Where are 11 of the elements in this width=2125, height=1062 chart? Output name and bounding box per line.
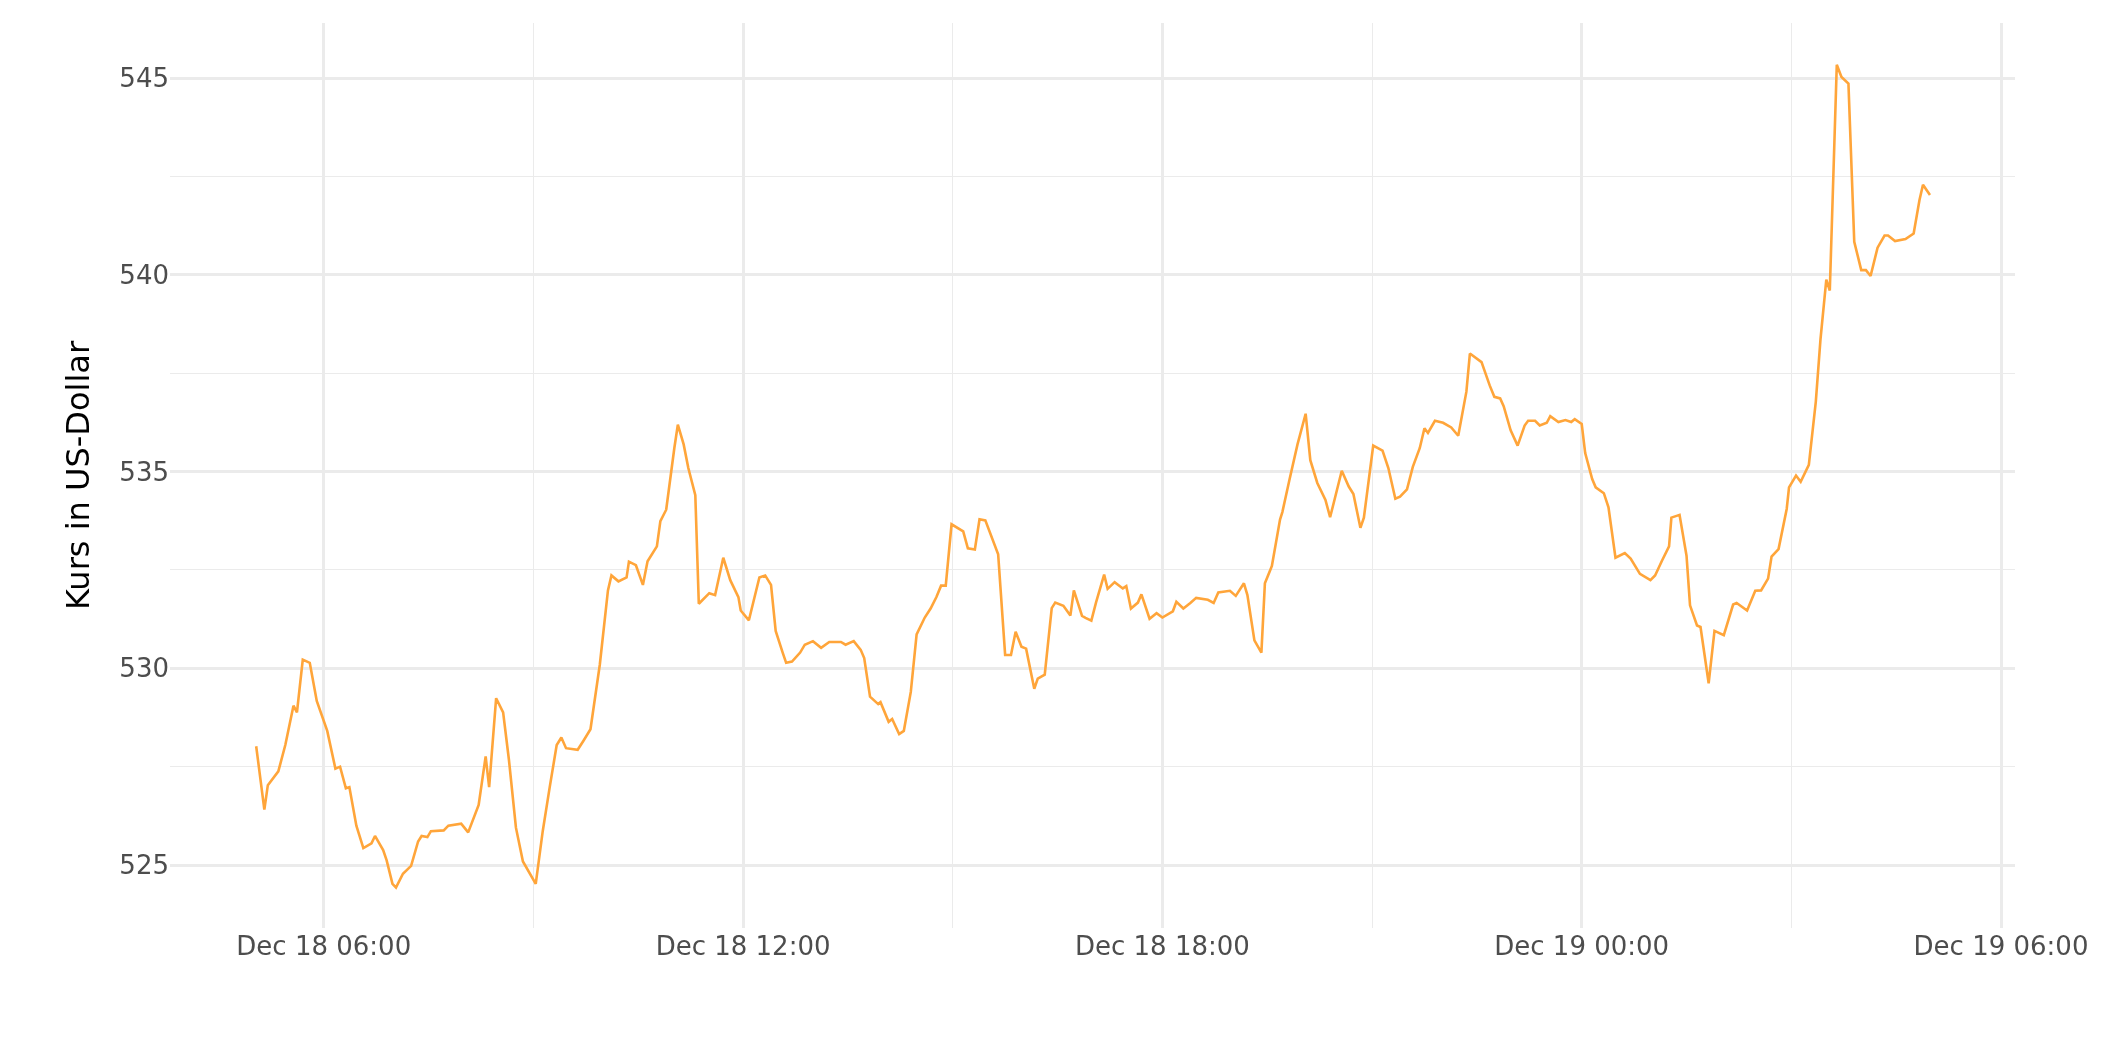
x-tick-label: Dec 19 00:00 [1494,931,1670,961]
y-tick-label: 535 [119,456,169,487]
y-tick-label: 540 [119,259,169,290]
y-tick-label: 525 [119,850,169,881]
y-tick-label: 545 [119,63,169,94]
x-tick-label: Dec 18 12:00 [655,931,831,961]
x-tick-label: Dec 18 18:00 [1074,931,1250,961]
y-tick-label: 530 [119,653,169,684]
x-tick-label: Dec 19 06:00 [1913,931,2089,961]
y-axis-title: Kurs in US-Dollar [58,340,97,611]
x-tick-label: Dec 18 06:00 [236,931,412,961]
